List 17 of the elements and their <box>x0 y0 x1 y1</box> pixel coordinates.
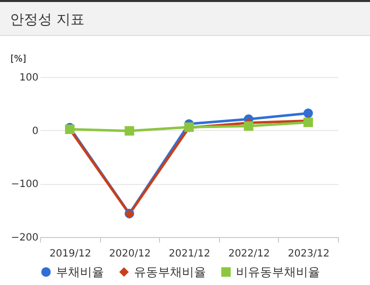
y-axis-title: [%] <box>10 54 26 64</box>
point <box>303 108 313 118</box>
legend-label: 비유동부채비율 <box>236 265 320 279</box>
y-tick-label: −100 <box>11 179 38 190</box>
y-tick-label: 100 <box>19 72 38 84</box>
legend-label: 유동부채비율 <box>134 265 206 279</box>
x-tick-label: 2019/12 <box>50 248 92 260</box>
x-tick-label: 2022/12 <box>228 248 270 260</box>
y-tick-label: −200 <box>11 232 38 244</box>
chart-title: 안정성 지표 <box>0 0 370 36</box>
point <box>124 126 134 136</box>
x-tick-label: 2023/12 <box>288 248 330 260</box>
x-tick-label: 2020/12 <box>109 248 151 260</box>
point <box>244 121 254 131</box>
y-tick-label: 0 <box>32 126 38 137</box>
x-tick-label: 2021/12 <box>168 248 210 260</box>
legend-label: 부채비율 <box>56 265 104 279</box>
